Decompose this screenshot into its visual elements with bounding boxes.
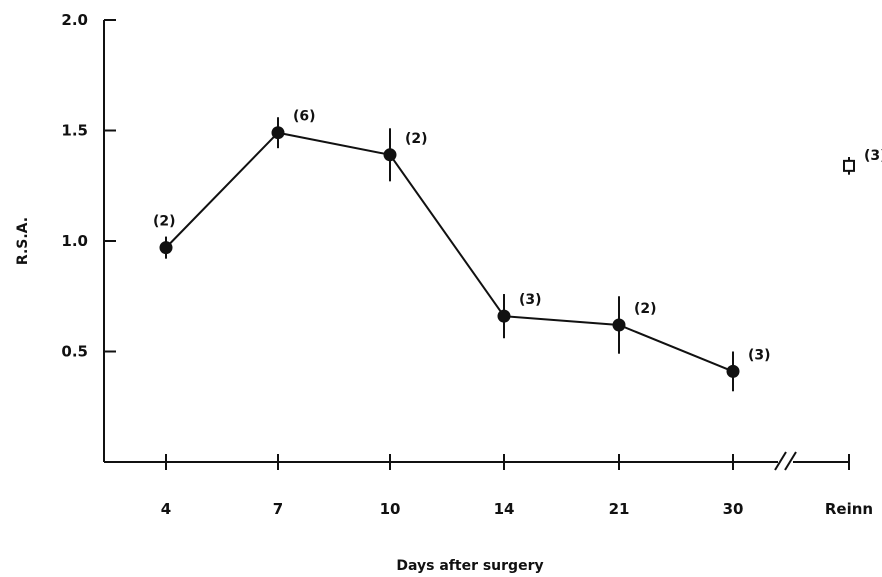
series-line [165,131,734,373]
x-tick-label: 30 [723,500,744,518]
x-tick-label: 10 [380,500,401,518]
sample-size-label: (3) [864,148,882,164]
x-tick-label: 21 [609,500,630,518]
sample-size-label: (2) [153,214,176,230]
sample-size-label: (2) [405,131,428,147]
data-point [159,241,173,255]
x-ticks: 4 7 10 14 21 30 Reinn [161,454,873,518]
y-tick-label: 1.5 [61,122,88,140]
x-tick-label: Reinn [825,500,873,518]
x-tick-label: 14 [494,500,515,518]
y-ticks: 2.0 1.5 1.0 0.5 [61,11,116,361]
data-point [271,126,285,140]
y-tick-label: 2.0 [61,11,88,29]
data-point [726,364,740,378]
y-axis-title: R.S.A. [15,217,31,265]
data-point-open-square [843,159,855,172]
sample-size-label: (6) [293,109,316,125]
x-axis-title: Days after surgery [396,558,543,574]
y-tick-label: 0.5 [61,343,88,361]
axis-break-mark-2 [784,451,797,471]
data-point [612,318,626,332]
x-tick-label: 4 [161,500,171,518]
x-tick-label: 7 [273,500,283,518]
sample-size-label: (2) [634,301,657,317]
axes [103,20,850,471]
sample-size-label: (3) [748,347,771,363]
axis-break-mark-1 [774,451,787,471]
series-layer: (2) (6) (2) (3) (2) (3) (3) [153,109,882,392]
y-tick-label: 1.0 [61,232,88,250]
data-point [497,309,511,323]
sample-size-label: (3) [519,292,542,308]
data-point [383,148,397,162]
